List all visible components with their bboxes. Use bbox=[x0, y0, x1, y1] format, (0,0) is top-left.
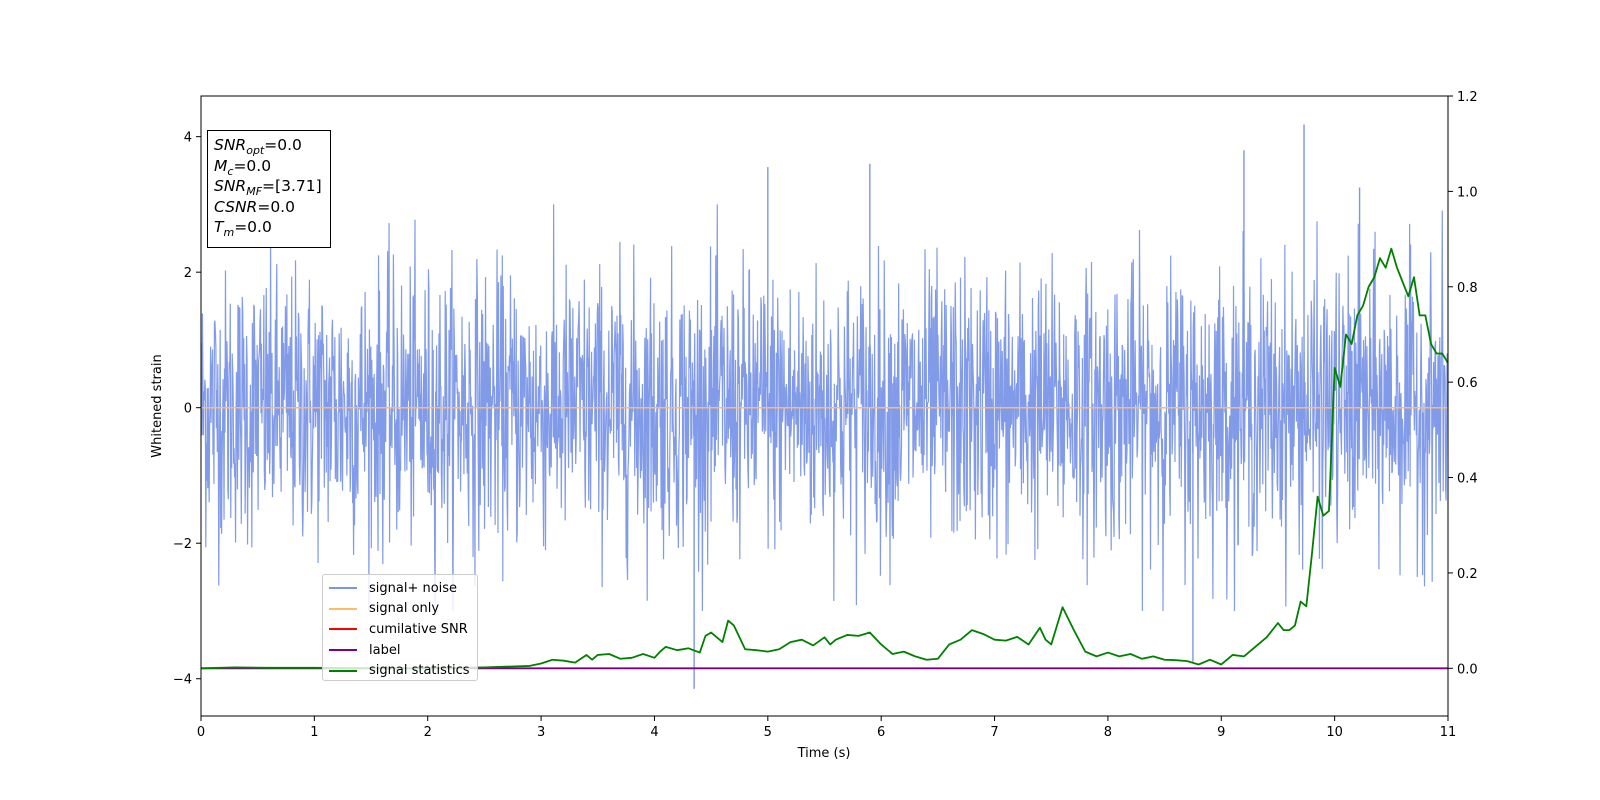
legend-label: signal+ noise bbox=[369, 580, 458, 596]
x-tick-label: 5 bbox=[764, 725, 772, 740]
legend-swatch bbox=[329, 607, 357, 610]
y-right-tick-label: 0.6 bbox=[1457, 376, 1478, 391]
y-right-tick-label: 0.4 bbox=[1457, 472, 1478, 487]
stat-snr-mf: SNRMF=[3.71] bbox=[214, 177, 322, 199]
y-left-tick-label: −2 bbox=[173, 537, 192, 552]
legend-swatch bbox=[329, 669, 357, 672]
legend-label: cumilative SNR bbox=[369, 621, 468, 637]
stat-mc: Mc=0.0 bbox=[214, 156, 272, 178]
legend-item: signal+ noise bbox=[327, 578, 477, 599]
series-signal-statistics-line bbox=[201, 247, 1448, 670]
y-left-tick-label: −4 bbox=[173, 673, 192, 688]
x-axis-label: Time (s) bbox=[797, 746, 851, 761]
x-tick-label: 8 bbox=[1104, 725, 1112, 740]
y-right-tick-label: 0.8 bbox=[1457, 281, 1478, 296]
y-right-tick-label: 0.2 bbox=[1457, 567, 1478, 582]
legend-item: signal only bbox=[327, 599, 477, 620]
y-axis-left: −4 −2 0 2 4 bbox=[173, 131, 201, 688]
legend-item: signal statistics bbox=[327, 660, 477, 681]
legend-label: label bbox=[369, 642, 401, 658]
series-signal-noise-line bbox=[201, 204, 1448, 611]
x-tick-label: 6 bbox=[877, 725, 885, 740]
x-tick-label: 10 bbox=[1326, 725, 1343, 740]
legend-swatch bbox=[329, 649, 357, 652]
x-tick-label: 11 bbox=[1440, 725, 1457, 740]
legend-label: signal statistics bbox=[369, 663, 470, 679]
y-right-tick-label: 1.2 bbox=[1457, 90, 1478, 105]
y-axis-label: Whitened strain bbox=[150, 354, 165, 457]
y-left-tick-label: 0 bbox=[184, 402, 192, 417]
y-left-tick-label: 2 bbox=[184, 266, 192, 281]
x-tick-label: 2 bbox=[424, 725, 432, 740]
legend-item: label bbox=[327, 640, 477, 661]
x-tick-label: 9 bbox=[1217, 725, 1225, 740]
y-left-tick-label: 4 bbox=[184, 131, 192, 146]
chart-legend: signal+ noise signal only cumilative SNR la… bbox=[322, 574, 478, 681]
legend-swatch bbox=[329, 628, 357, 631]
stat-tm: Tm=0.0 bbox=[214, 218, 272, 240]
legend-item: cumilative SNR bbox=[327, 619, 477, 640]
x-tick-label: 4 bbox=[650, 725, 658, 740]
legend-swatch bbox=[329, 587, 357, 590]
legend-label: signal only bbox=[369, 601, 440, 617]
stat-snr-opt: SNRopt=0.0 bbox=[214, 136, 302, 158]
x-tick-label: 0 bbox=[197, 725, 205, 740]
x-axis: 0 1 2 3 4 5 6 7 8 9 10 11 bbox=[197, 716, 1456, 740]
stats-annotation-box: SNRopt=0.0 Mc=0.0 SNRMF=[3.71] CSNR=0.0 … bbox=[207, 130, 331, 248]
y-axis-right: 0.0 0.2 0.4 0.6 0.8 1.0 1.2 bbox=[1448, 90, 1478, 677]
stat-csnr: CSNR=0.0 bbox=[214, 197, 295, 216]
y-right-tick-label: 1.0 bbox=[1457, 185, 1478, 200]
y-right-tick-label: 0.0 bbox=[1457, 662, 1478, 677]
plot-frame bbox=[200, 95, 1449, 717]
x-tick-label: 3 bbox=[537, 725, 545, 740]
x-tick-label: 1 bbox=[310, 725, 318, 740]
x-tick-label: 7 bbox=[990, 725, 998, 740]
